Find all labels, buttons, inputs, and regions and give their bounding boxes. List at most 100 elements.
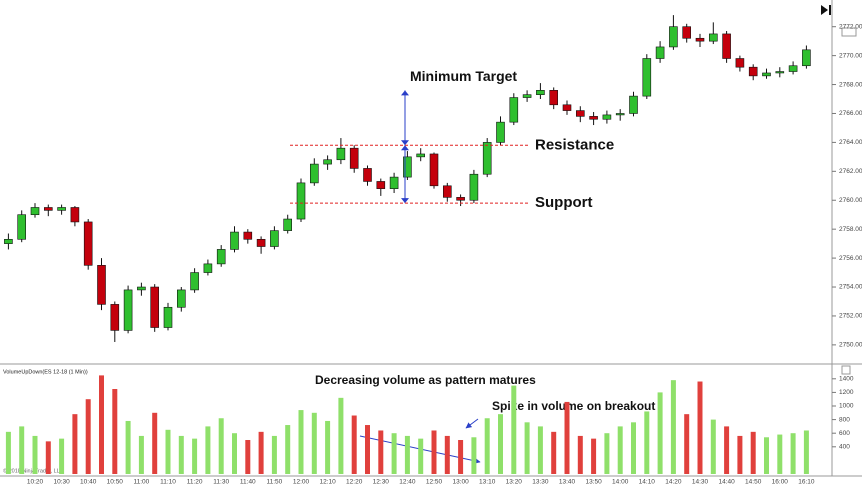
volume-bar	[138, 435, 144, 474]
candle-body	[429, 153, 439, 187]
y-tick-label: 2760.00	[839, 197, 862, 204]
volume-bar	[498, 414, 503, 474]
level-label: Support	[535, 194, 593, 211]
x-tick-label: 12:20	[346, 479, 363, 486]
panel-icon[interactable]	[841, 365, 851, 375]
volume-bar	[5, 431, 11, 474]
candle-body	[602, 114, 612, 120]
candle-body	[456, 197, 465, 201]
volume-annotation: Decreasing volume as pattern matures	[315, 373, 536, 387]
volume-bar	[85, 399, 91, 474]
candle-body	[230, 231, 239, 250]
volume-bar	[112, 389, 118, 474]
scroll-end-icon[interactable]	[821, 5, 828, 15]
candle-body	[110, 304, 120, 331]
x-tick-label: 11:10	[160, 479, 176, 486]
candle-body	[442, 185, 452, 198]
x-tick-label: 12:50	[426, 479, 443, 486]
volume-bar	[418, 438, 424, 474]
candle-body	[496, 121, 505, 143]
arrow-head	[401, 140, 409, 146]
volume-bar	[431, 430, 437, 474]
volume-bar	[192, 438, 198, 474]
volume-bar	[551, 431, 557, 474]
x-tick-label: 14:30	[692, 479, 709, 486]
candle-body	[137, 286, 146, 291]
candle-body	[376, 181, 386, 189]
y-tick-label: 400	[839, 444, 850, 451]
candle-body	[669, 26, 678, 48]
candle-body	[243, 231, 253, 240]
y-tick-label: 2754.00	[839, 284, 862, 291]
volume-bar	[205, 426, 211, 474]
candle-body	[150, 286, 159, 328]
candle-body	[562, 104, 572, 111]
volume-bar	[604, 433, 610, 474]
candle-body	[389, 176, 399, 189]
x-tick-label: 12:00	[293, 479, 310, 486]
candle-body	[190, 272, 199, 291]
x-tick-label: 12:40	[399, 479, 416, 486]
level-label: Resistance	[535, 136, 614, 153]
candle-body	[403, 156, 412, 178]
arrow-head	[401, 198, 409, 204]
candle-body	[469, 173, 479, 201]
x-tick-label: 13:20	[506, 479, 523, 486]
volume-bar	[564, 401, 570, 474]
x-tick-label: 16:10	[798, 479, 815, 486]
candle-body	[30, 207, 40, 216]
x-tick-label: 14:00	[612, 479, 629, 486]
volume-annotation: Spike in volume on breakout	[492, 399, 655, 413]
volume-bar	[19, 426, 25, 474]
volume-bar	[591, 438, 597, 474]
toolbar[interactable]	[821, 5, 831, 15]
volume-bar	[458, 440, 464, 474]
candle-body	[97, 265, 106, 305]
x-tick-label: 11:50	[267, 479, 283, 486]
x-tick-label: 13:40	[559, 479, 576, 486]
x-tick-label: 13:10	[479, 479, 496, 486]
scroll-end-bar[interactable]	[829, 5, 831, 15]
x-tick-label: 11:00	[134, 479, 150, 486]
y-tick-label: 600	[839, 430, 850, 437]
volume-bar	[724, 426, 730, 474]
volume-bar	[285, 425, 291, 474]
y-tick-label: 2768.00	[839, 81, 862, 88]
candle-body	[735, 58, 745, 68]
candle-body	[695, 37, 705, 42]
volume-bar	[617, 426, 623, 474]
x-tick-label: 12:30	[373, 479, 390, 486]
volume-bar	[537, 426, 543, 474]
x-tick-label: 10:20	[27, 479, 44, 486]
candle-body	[589, 116, 598, 120]
candle-body	[309, 163, 319, 184]
x-tick-label: 14:40	[718, 479, 735, 486]
candle-body	[323, 159, 332, 165]
x-tick-label: 14:20	[665, 479, 682, 486]
volume-bar	[511, 385, 517, 474]
candle-body	[802, 49, 811, 67]
volume-bar	[484, 418, 490, 474]
volume-bar	[165, 429, 171, 474]
candle-body	[296, 182, 306, 220]
candle-body	[123, 289, 133, 331]
candle-body	[17, 214, 27, 240]
x-tick-label: 16:00	[772, 479, 789, 486]
volume-bar	[577, 435, 583, 474]
candle-body	[722, 33, 731, 59]
arrow-head	[401, 145, 409, 151]
volume-bar	[777, 434, 783, 474]
volume-bar	[59, 438, 65, 474]
volume-bar	[232, 433, 237, 474]
price-box-icon[interactable]	[841, 27, 857, 37]
spike-arrow	[465, 418, 479, 429]
candle-body	[4, 238, 13, 244]
volume-bar	[631, 422, 636, 474]
volume-bar	[178, 435, 184, 474]
volume-bar	[444, 435, 450, 474]
candle-body	[509, 97, 519, 123]
candle-body	[283, 218, 293, 231]
volume-bar	[152, 412, 158, 474]
candle-body	[177, 289, 186, 308]
